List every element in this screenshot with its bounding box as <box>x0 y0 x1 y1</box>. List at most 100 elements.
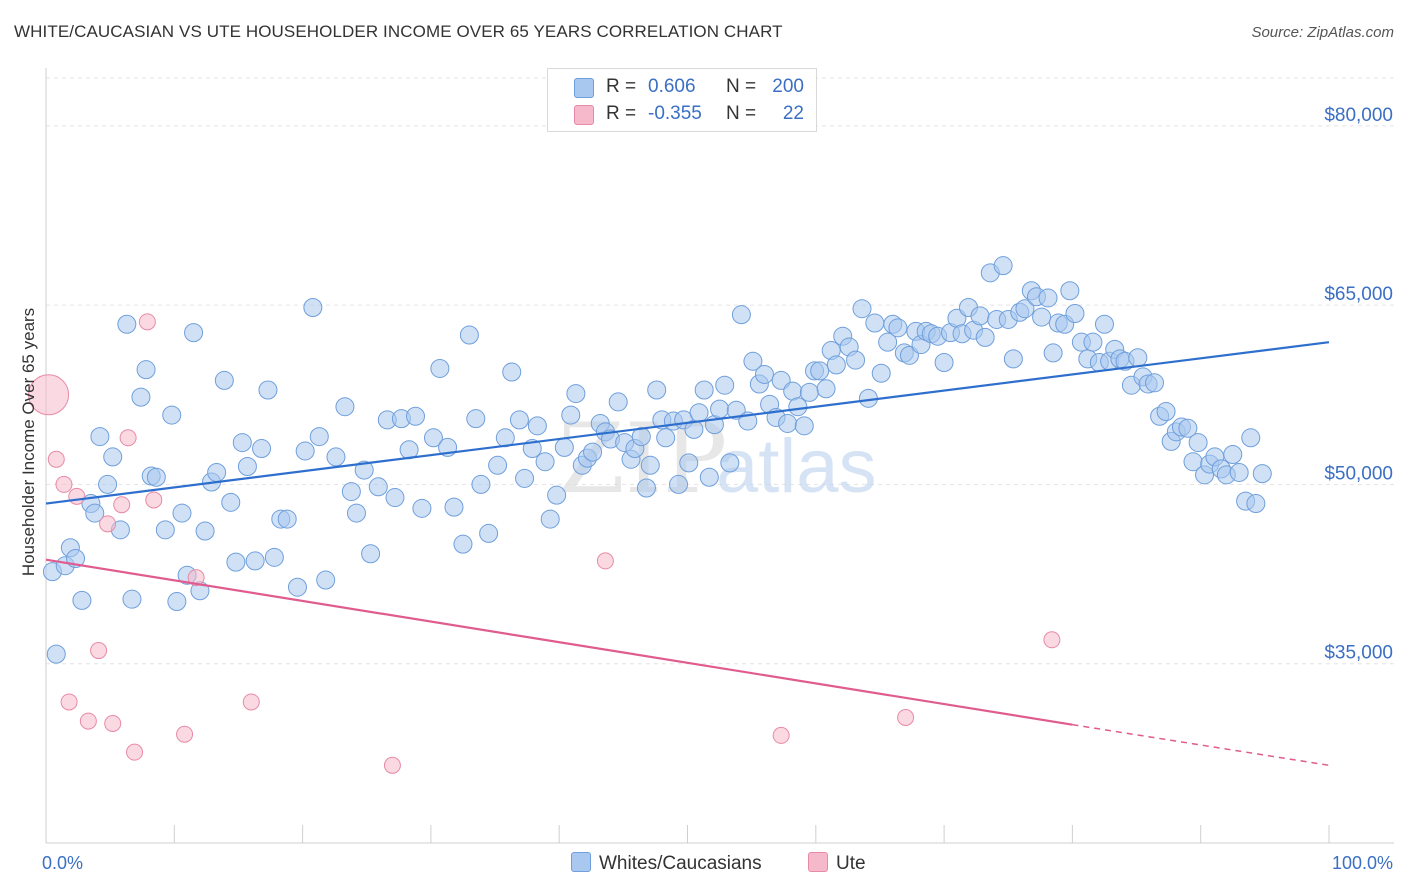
point-whites <box>1145 373 1165 393</box>
correlation-legend: R = 0.606 N = 200 R = -0.355 N = 22 <box>547 68 817 132</box>
point-whites <box>1252 464 1272 484</box>
source-label: Source: ZipAtlas.com <box>1251 24 1394 41</box>
bottom-legend-swatch-whites <box>571 852 591 872</box>
trend-line-whites <box>45 341 1330 505</box>
point-whites <box>245 551 265 571</box>
point-whites <box>226 552 246 572</box>
point-ute <box>772 726 790 744</box>
point-whites <box>865 313 885 333</box>
point-whites <box>799 382 819 402</box>
point-whites <box>90 427 110 447</box>
point-whites <box>155 520 175 540</box>
grid-lines <box>46 77 1394 665</box>
point-whites <box>710 399 730 419</box>
point-ute <box>99 515 117 533</box>
point-ute <box>113 496 131 514</box>
point-whites <box>1246 494 1266 514</box>
point-whites <box>636 478 656 498</box>
point-ute <box>47 450 65 468</box>
bottom-legend-swatch-ute <box>808 852 828 872</box>
point-ute <box>55 475 73 493</box>
point-ute <box>90 642 108 660</box>
point-whites <box>354 460 374 480</box>
point-whites <box>214 370 234 390</box>
legend-n-value: 200 <box>772 76 804 97</box>
y-axis-label: Householder Income Over 65 years <box>19 308 38 576</box>
point-whites <box>146 467 166 487</box>
point-whites <box>277 509 297 529</box>
point-whites <box>423 428 443 448</box>
point-whites <box>1060 281 1080 301</box>
y-tick-label: $80,000 <box>1324 105 1393 126</box>
point-whites <box>871 363 891 383</box>
point-whites <box>258 380 278 400</box>
legend-n-value: 22 <box>782 103 804 124</box>
point-ute <box>28 374 70 416</box>
point-whites <box>561 405 581 425</box>
point-whites <box>1015 299 1035 319</box>
point-ute <box>119 429 137 447</box>
point-whites <box>554 437 574 457</box>
point-whites <box>385 488 405 508</box>
point-whites <box>172 503 192 523</box>
point-whites <box>583 442 603 462</box>
point-whites <box>743 351 763 371</box>
point-whites <box>1083 332 1103 352</box>
point-whites <box>788 397 808 417</box>
point-whites <box>471 474 491 494</box>
point-whites <box>346 503 366 523</box>
point-whites <box>794 416 814 436</box>
bottom-legend-whites: Whites/Caucasians <box>571 852 762 875</box>
point-whites <box>162 405 182 425</box>
point-ute <box>79 712 97 730</box>
point-whites <box>1032 307 1052 327</box>
point-whites <box>136 360 156 380</box>
point-whites <box>1043 343 1063 363</box>
point-ute <box>138 313 156 331</box>
point-whites <box>117 314 137 334</box>
watermark-atlas: atlas <box>716 424 877 509</box>
point-ute <box>242 693 260 711</box>
point-whites <box>85 503 105 523</box>
point-whites <box>1094 314 1114 334</box>
point-whites <box>453 534 473 554</box>
point-whites <box>232 433 252 453</box>
point-whites <box>640 455 660 475</box>
point-whites <box>566 384 586 404</box>
legend-r-value: 0.606 <box>648 76 696 97</box>
point-ute <box>1043 631 1061 649</box>
legend-n-label: N = <box>726 76 757 97</box>
point-whites <box>731 305 751 325</box>
point-whites <box>1128 348 1148 368</box>
point-ute <box>68 487 86 505</box>
data-points <box>28 256 1272 774</box>
point-whites <box>810 361 830 381</box>
x-tick-labels: 0.0% 100.0% <box>42 853 1393 873</box>
point-whites <box>888 318 908 338</box>
point-whites <box>46 644 66 664</box>
point-whites <box>715 375 735 395</box>
point-whites <box>131 387 151 407</box>
point-whites <box>103 447 123 467</box>
point-whites <box>1188 433 1208 453</box>
point-whites <box>647 380 667 400</box>
point-whites <box>699 467 719 487</box>
point-whites <box>122 589 142 609</box>
point-whites <box>720 453 740 473</box>
point-whites <box>195 521 215 541</box>
point-whites <box>444 497 464 517</box>
point-ute <box>104 714 122 732</box>
point-whites <box>295 441 315 461</box>
trend-line-ute-extension <box>1072 723 1330 767</box>
point-whites <box>264 547 284 567</box>
legend-row-ute: R = -0.355 N = 22 <box>548 100 816 128</box>
point-whites <box>167 592 187 612</box>
point-whites <box>459 325 479 345</box>
chart-title: WHITE/CAUCASIAN VS UTE HOUSEHOLDER INCOM… <box>14 22 783 41</box>
point-whites <box>287 577 307 597</box>
y-tick-labels: $35,000 $50,000 $65,000 $80,000 <box>1324 105 1393 664</box>
point-whites <box>309 427 329 447</box>
point-whites <box>754 364 774 384</box>
point-whites <box>535 452 555 472</box>
